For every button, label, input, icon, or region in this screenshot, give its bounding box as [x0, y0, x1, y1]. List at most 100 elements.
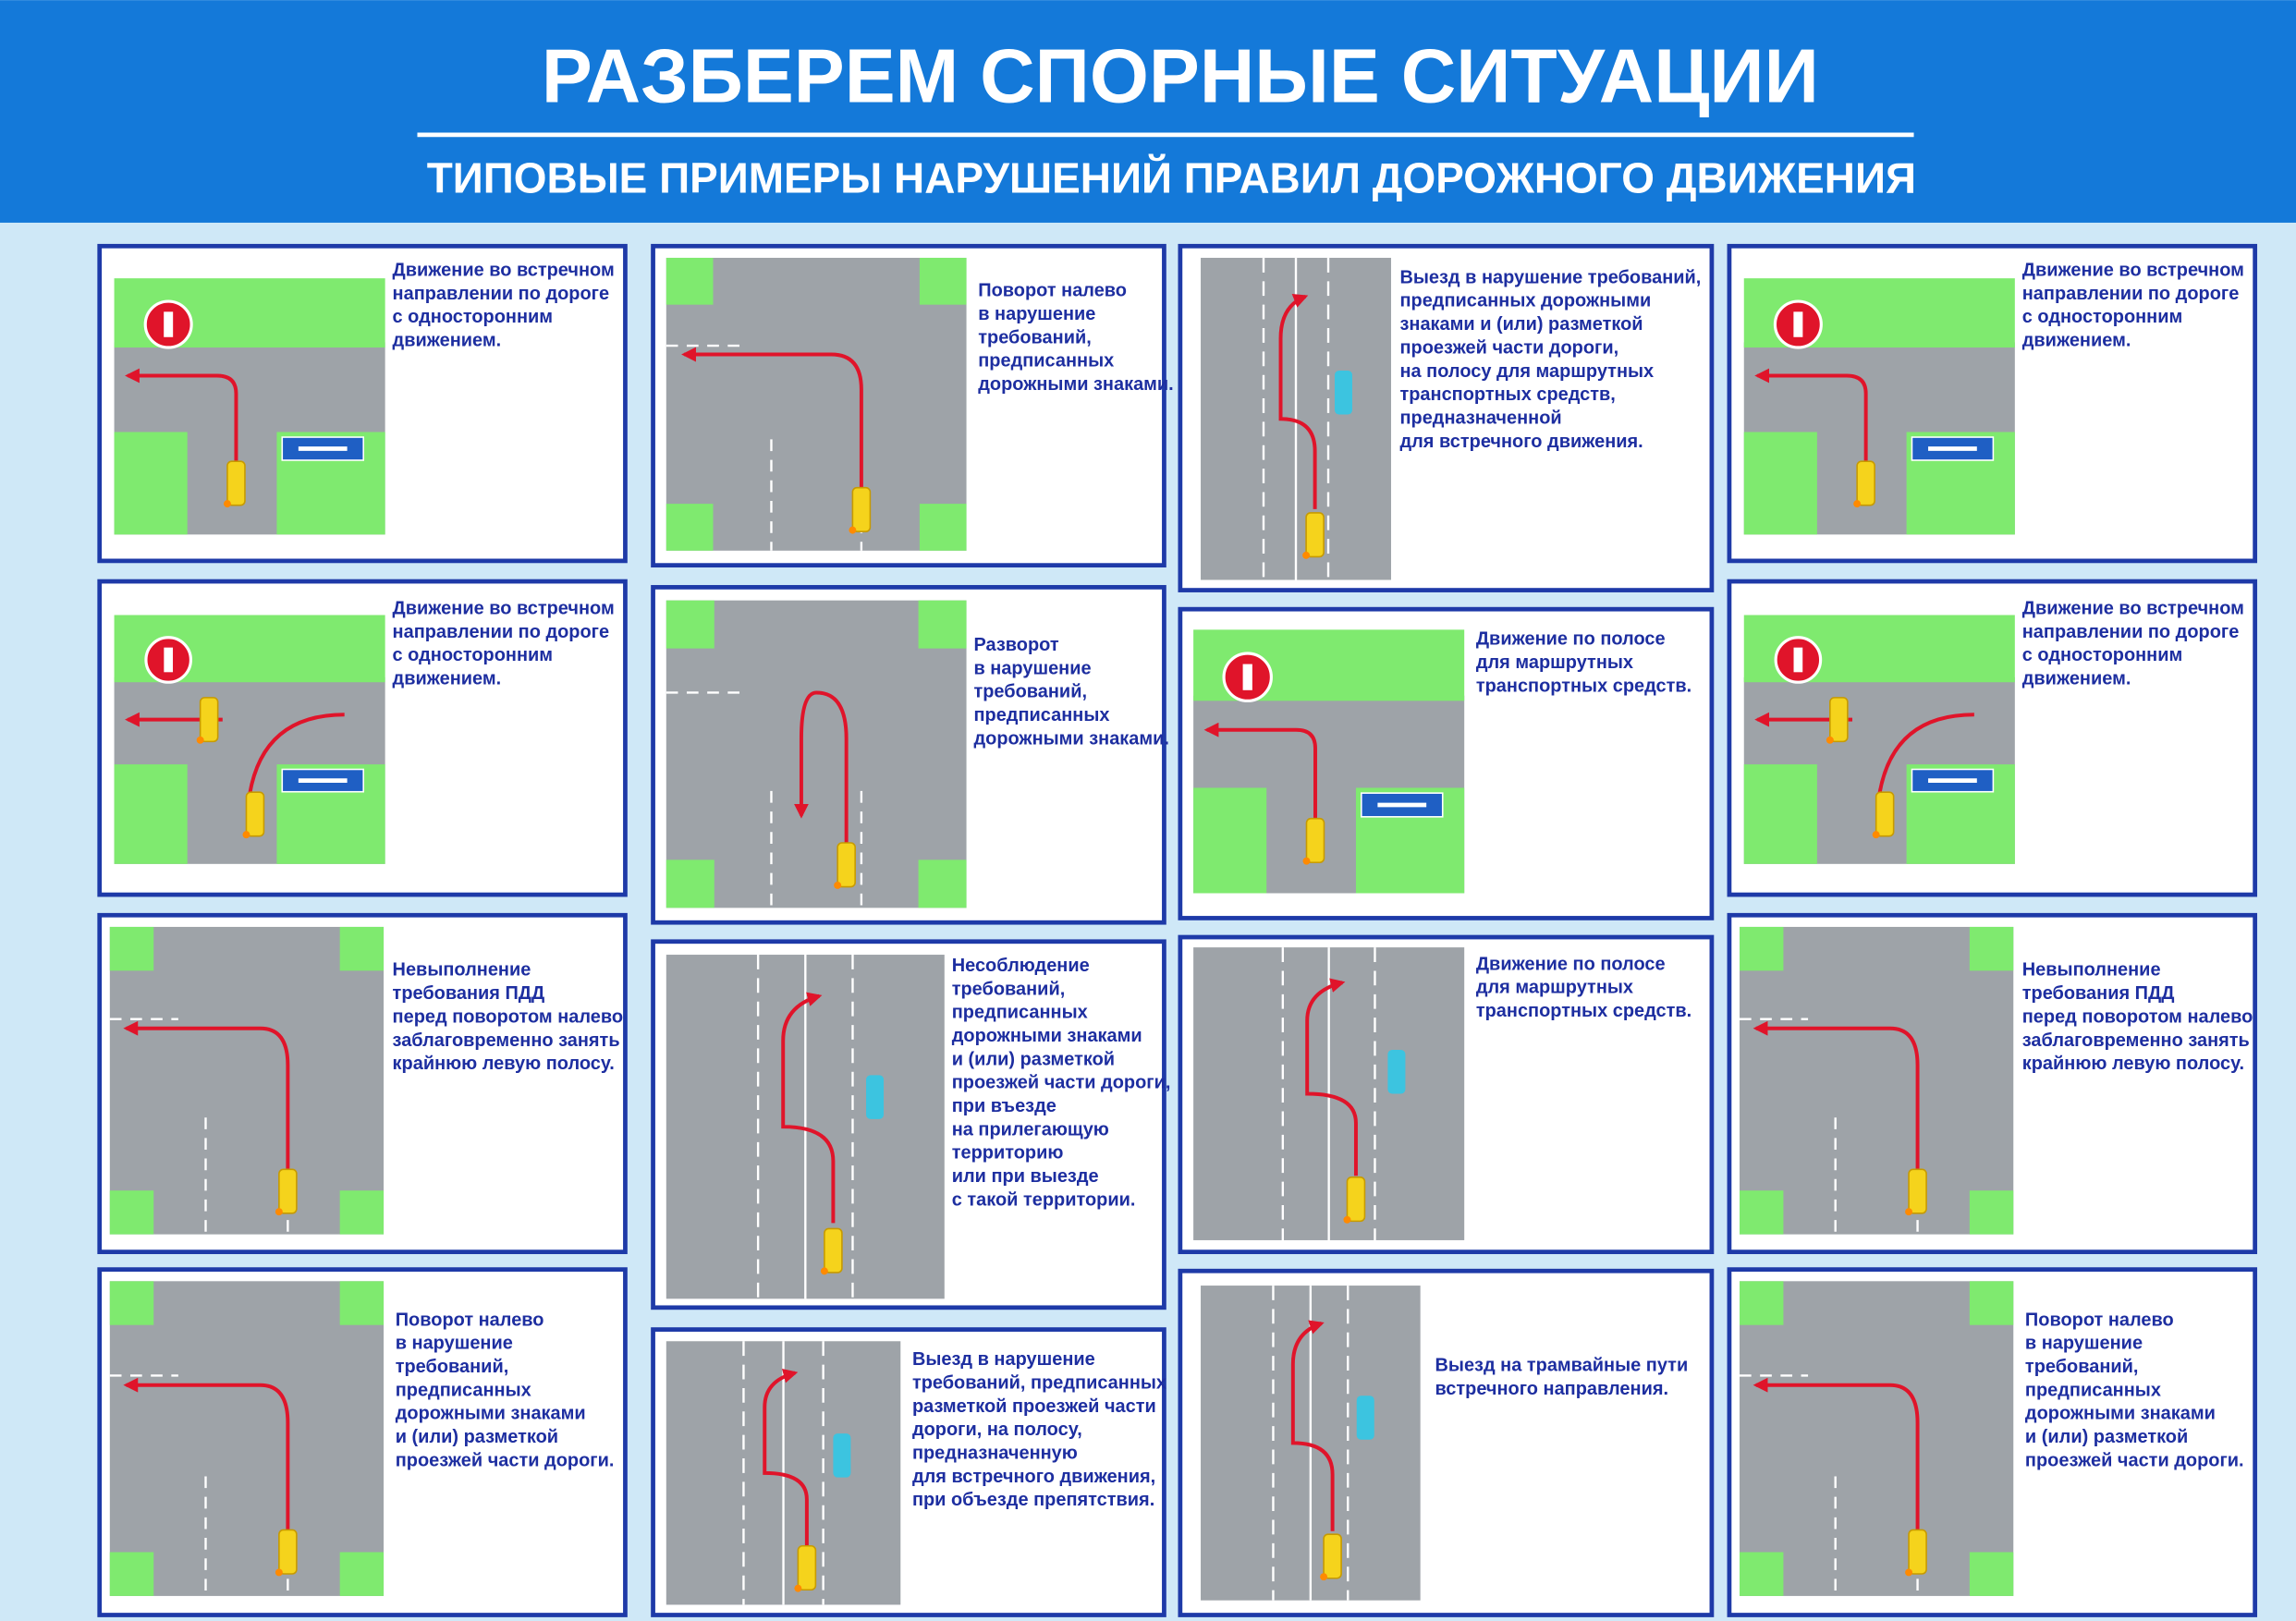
grass	[1969, 1190, 2014, 1235]
car	[797, 1544, 817, 1591]
car-light	[242, 831, 250, 839]
grass	[919, 504, 967, 551]
car	[1387, 1050, 1406, 1094]
panel-text: разметкой проезжей части	[912, 1396, 1156, 1417]
grass	[339, 1281, 385, 1325]
car	[1356, 1396, 1374, 1440]
grass	[1743, 764, 1817, 864]
grass	[918, 859, 967, 908]
grass	[114, 432, 188, 535]
panel-text: в нарушение	[2025, 1334, 2143, 1354]
car-light	[849, 526, 857, 534]
grass	[1969, 926, 2014, 971]
grass	[1969, 1281, 2014, 1325]
grass	[109, 1552, 154, 1596]
panel: Выезд в нарушение требований, предписанны…	[1178, 243, 1715, 592]
panel-text: при въезде	[952, 1096, 1056, 1116]
car-light	[275, 1568, 283, 1577]
panel: Движение во встречном направлении по доро…	[1727, 243, 2258, 564]
grass	[1740, 1190, 1784, 1235]
car	[1334, 370, 1352, 415]
car	[824, 1227, 843, 1274]
grass	[1740, 926, 1784, 971]
no-entry-bar	[1242, 664, 1252, 690]
panel: Движение во встречном направлении по доро…	[97, 579, 628, 897]
car	[1875, 791, 1895, 837]
panel-text: Выезд на трамвайные пути	[1435, 1355, 1689, 1375]
road	[1740, 926, 2014, 1235]
panel-text: предписанных дорожными	[1399, 291, 1651, 311]
panel-text: требования ПДД	[393, 983, 545, 1004]
route-arrow	[1278, 294, 1317, 509]
route-arrow	[123, 1020, 290, 1174]
car	[245, 791, 265, 837]
route-arrow	[125, 368, 238, 463]
car	[1856, 460, 1875, 506]
grass	[666, 504, 714, 551]
panel: Поворот налево в нарушение требований, пред…	[97, 1267, 628, 1617]
grass	[666, 600, 714, 649]
car	[1908, 1168, 1927, 1214]
car	[866, 1075, 885, 1119]
route-arrow	[681, 347, 863, 493]
panel-text: Движение во встречном	[2022, 598, 2244, 618]
subtitle: ТИПОВЫЕ ПРИМЕРЫ НАРУШЕНИЙ ПРАВИЛ ДОРОЖНО…	[427, 154, 1916, 202]
grass	[1969, 1552, 2014, 1596]
car	[1323, 1533, 1342, 1579]
panel-text: транспортных средств.	[1476, 1001, 1691, 1021]
panel-text: дорожными знаками.	[978, 374, 1174, 395]
car	[278, 1168, 298, 1214]
panel-text: для маршрутных	[1476, 978, 1633, 998]
no-entry-bar	[1793, 311, 1803, 337]
panel-text: дорожными знаками.	[973, 728, 1169, 749]
panel-text: с односторонним	[2022, 307, 2183, 327]
panel-text: на прилегающую	[952, 1119, 1109, 1140]
car-light	[196, 736, 204, 744]
panel-text: перед поворотом налево	[2022, 1006, 2253, 1027]
panel-text: направлении по дороге	[393, 284, 610, 304]
panel-text: в нарушение	[978, 304, 1095, 324]
car	[1346, 1176, 1366, 1223]
car-light	[1302, 551, 1311, 559]
panel-text: с такой территории.	[952, 1189, 1136, 1210]
car-light	[1826, 736, 1834, 744]
route-arrow	[1753, 1377, 1920, 1533]
route-arrow	[1305, 978, 1358, 1176]
route-arrow	[1203, 722, 1317, 820]
panel-text: требований,	[952, 979, 1066, 999]
panel-text: или при выезде	[952, 1166, 1099, 1187]
car	[226, 460, 246, 506]
panel-text: Выезд в нарушение требований,	[1399, 267, 1701, 287]
panel-text: Движение по полосе	[1476, 629, 1666, 650]
panel-text: движением.	[2022, 331, 2131, 351]
car	[1305, 512, 1325, 558]
grass	[1743, 432, 1817, 535]
car	[833, 1433, 851, 1478]
no-entry-bar	[164, 647, 174, 673]
panel-text: Движение во встречном	[2022, 260, 2244, 280]
road	[109, 926, 385, 1235]
panel-text: направлении по дороге	[2022, 284, 2240, 304]
car-light	[1853, 500, 1862, 508]
header-band	[0, 0, 2296, 223]
panel-text: и (или) разметкой	[952, 1049, 1115, 1069]
panel: Несоблюдение требований, предписанных дорож…	[651, 939, 1170, 1310]
route-arrow	[781, 992, 836, 1224]
panel-text: дорожными знаками	[396, 1404, 586, 1424]
panel-text: предписанных	[2025, 1380, 2161, 1400]
panel-text: Несоблюдение	[952, 956, 1090, 976]
grass	[1740, 1281, 1784, 1325]
grass	[666, 257, 714, 305]
car-light	[1302, 857, 1311, 865]
car-light	[1872, 831, 1880, 839]
panel-text: территорию	[952, 1143, 1064, 1164]
car	[837, 842, 856, 888]
road	[109, 1281, 385, 1596]
car-light	[275, 1208, 283, 1216]
panel-text: направлении по дороге	[393, 622, 610, 642]
panel-text: дороги, на полосу,	[912, 1420, 1082, 1440]
panel-text: требований,	[978, 327, 1092, 347]
